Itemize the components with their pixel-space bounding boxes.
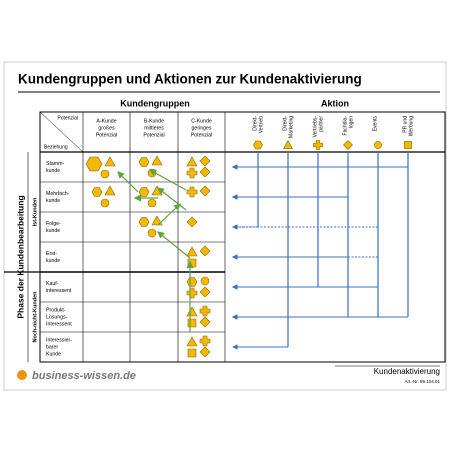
shape-icon [199,335,211,347]
shape-icon [253,140,263,150]
shape-icon [138,157,150,167]
group-label: A-Kunde [96,118,116,124]
phase-label: Phase der Kundenbearbeitung [15,195,25,318]
shape-icon [404,141,412,149]
action-label: Werbung [408,116,414,136]
shape-icon [186,167,198,179]
row-label: kunde [46,198,60,204]
shape-icon [91,187,103,197]
product: Kundenaktivierung [374,367,440,376]
corner-bottom: Beziehung [44,144,68,150]
shape-icon [104,156,116,167]
table-border [39,111,446,363]
action-label: Direkt- [252,116,258,131]
shape-icon [282,139,294,149]
corner-diagonal [39,111,84,153]
group-label: großes [98,125,115,131]
action-label: Direkt- [282,116,288,131]
shape-icon [199,305,211,317]
group-label: C-Kunde [191,118,212,124]
row-label: Mehrfach- [46,191,70,197]
section-label: Noch-nicht-Kunden [32,291,38,343]
group-label: Potenzial [143,132,164,138]
circle-icon [147,198,157,208]
row-label: kunde [46,258,60,264]
shape-icon [199,245,211,257]
shape-icon [313,140,323,150]
action-heading: Aktion [321,98,349,108]
shape-icon [104,185,116,196]
action-label: Marketing [288,116,294,138]
shape-icon [187,318,197,328]
flow-arrow [157,187,187,211]
title: Kundengruppen und Aktionen zur Kundenakt… [18,72,362,87]
shape-icon [186,277,198,287]
shape-icon [186,156,198,167]
action-label: Fachdia- [342,116,348,136]
shape-icon [186,246,198,257]
group-label: B-Kunde [144,118,164,124]
group-heading: Kundengruppen [120,98,190,108]
action-label: Events [372,116,378,132]
action-label: partner [318,116,324,132]
shape-icon [199,166,211,178]
shape-icon [151,155,163,166]
group-label: Potenzial [96,132,117,138]
flow-arrow [157,203,181,226]
row-label: Erst- [46,251,57,257]
action-label: Vertrieb [258,116,264,133]
row-label: Kunde [46,351,61,357]
row-label: Kauf- [46,281,59,287]
article: Art.-Nr. 99.104.01 [404,379,440,384]
brand-dot [17,370,27,380]
corner-top: Potenzial [57,115,78,121]
shape-icon [85,156,103,172]
section-label: Ist-Kunden [32,197,38,226]
row-label: Lösungs- [46,314,68,320]
shape-icon [138,217,150,227]
flow-arrow [157,231,191,259]
shape-icon [199,346,211,358]
shape-icon [343,140,353,150]
shape-icon [186,216,198,228]
brand: business-wissen.de [32,370,136,382]
row-label: Produkt- [46,307,66,313]
row-label: interessent [46,288,72,294]
row-label: Stamm- [46,161,64,167]
circle-icon [100,198,110,208]
shape-icon [199,316,211,328]
circle-icon [200,276,210,286]
row-label: Folge- [46,221,61,227]
flow-arrow [117,171,139,193]
row-label: kunde [46,228,60,234]
action-label: logen [348,116,354,128]
group-label: Potenzial [191,132,212,138]
row-label: Interessier- [46,337,72,343]
shape-icon [187,348,197,358]
shape-icon [186,336,198,347]
circle-icon [100,169,110,179]
shape-icon [199,286,211,298]
flow-arrow [148,169,187,191]
row-label: kunde [46,168,60,174]
shape-icon [199,155,211,167]
row-label: Interessent [46,321,72,327]
circle-icon [147,228,157,238]
shape-icon [199,185,211,197]
circle-icon [374,141,382,149]
shape-icon [186,287,198,299]
shape-icon [187,258,197,268]
group-label: mittleres [144,125,164,131]
action-label: Vertriebs- [312,116,318,138]
shape-icon [186,186,198,198]
shape-icon [138,187,150,197]
row-label: barer [46,344,58,350]
action-label: PR und [402,116,408,133]
group-label: geringes [192,125,212,131]
